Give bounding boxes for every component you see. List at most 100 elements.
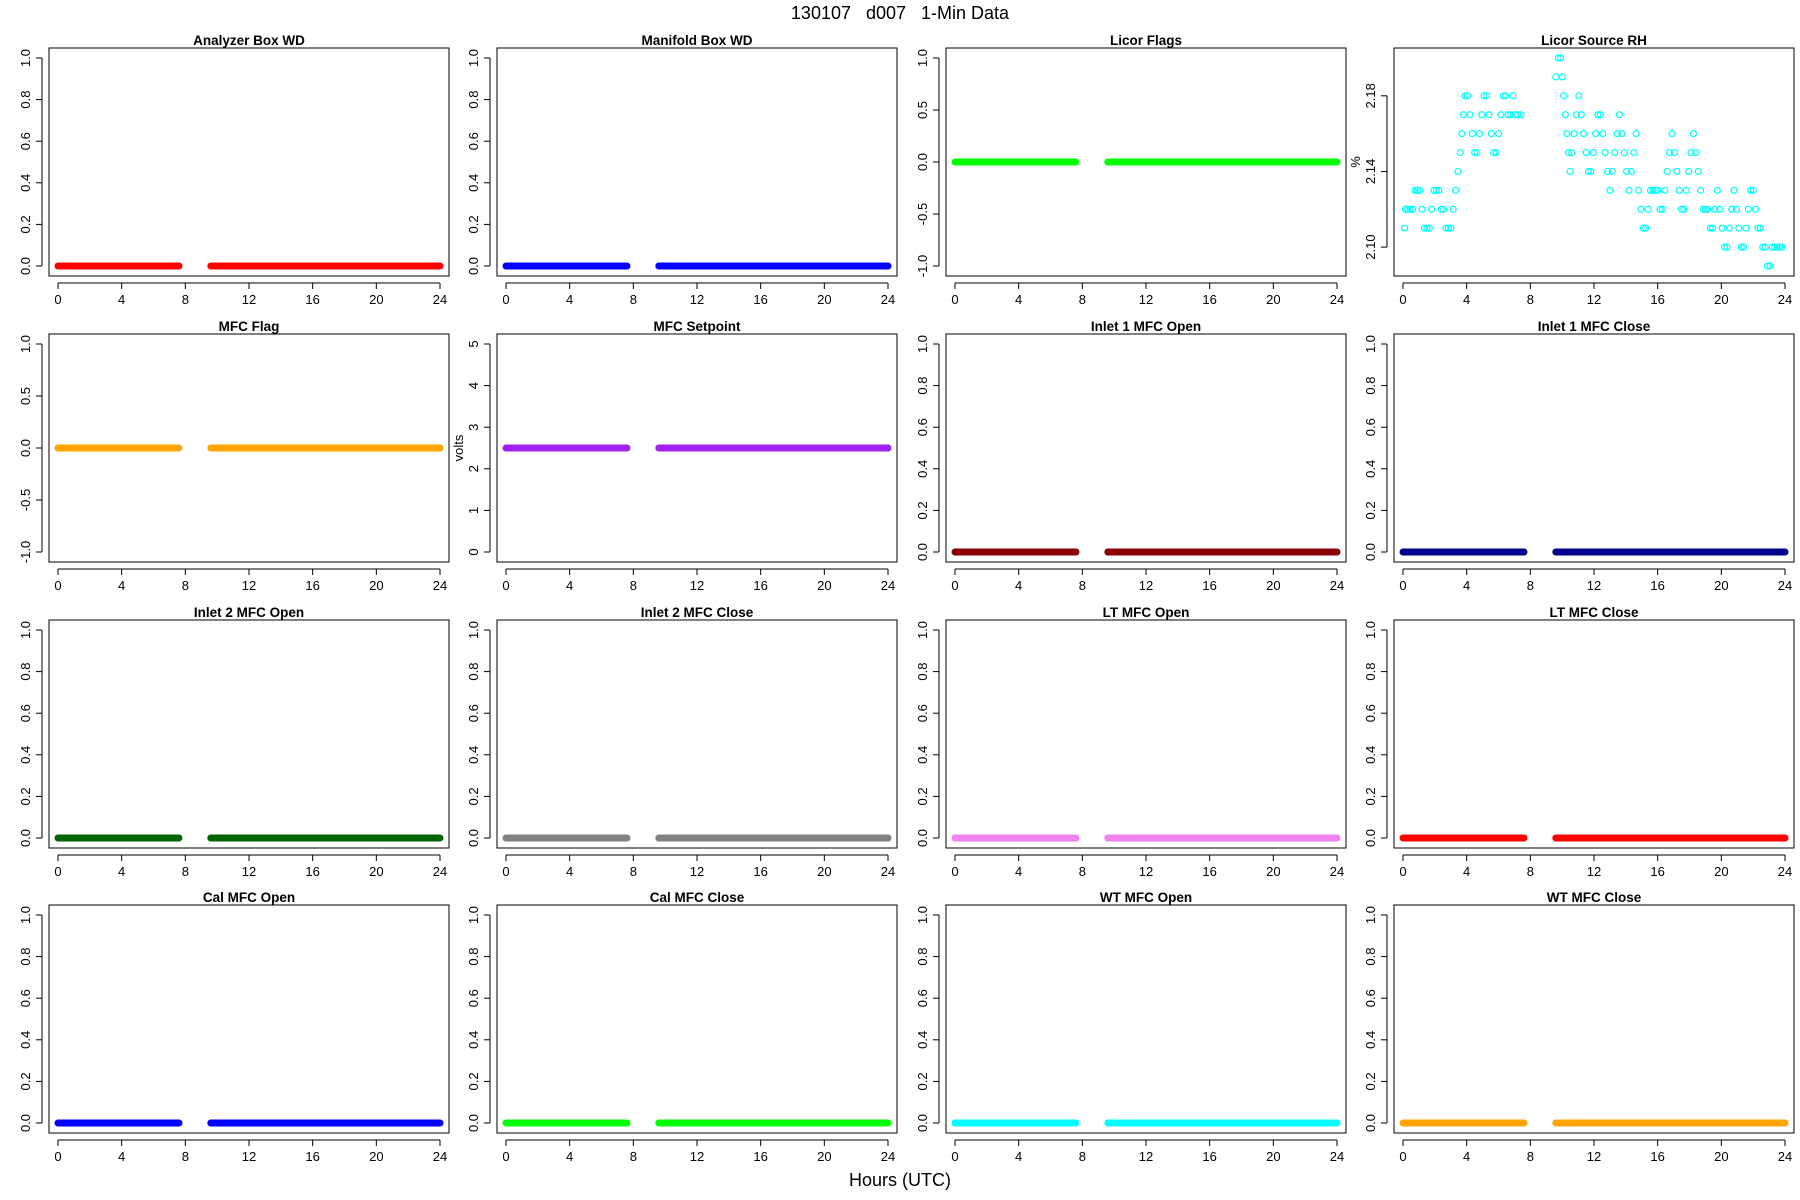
panel-title: Inlet 2 MFC Open — [194, 605, 304, 620]
data-point — [1596, 111, 1604, 119]
data-point — [1570, 130, 1578, 138]
panel-title: MFC Setpoint — [654, 319, 741, 334]
data-point — [1494, 130, 1503, 138]
y-tick-label: 3 — [466, 424, 481, 431]
y-tick-label: 1.0 — [466, 49, 481, 67]
data-point — [1444, 224, 1452, 232]
data-point — [1564, 148, 1573, 157]
data-point — [1677, 205, 1686, 213]
plot-box — [496, 619, 898, 849]
data-point — [1563, 130, 1571, 138]
y-tick-label: 0.4 — [466, 174, 481, 192]
x-tick-label: 4 — [566, 292, 573, 307]
x-tick-label: 16 — [1650, 292, 1664, 307]
data-point — [1692, 148, 1700, 157]
plot-box — [48, 47, 450, 277]
data-point — [1761, 243, 1769, 251]
data-point — [1644, 205, 1652, 213]
data-point — [1685, 167, 1693, 176]
y-tick-label: 0.4 — [915, 746, 930, 764]
x-tick-label: 0 — [1399, 578, 1406, 593]
x-tick-label: 4 — [1463, 864, 1470, 879]
data-point — [1654, 186, 1662, 194]
y-tick-label: 0.6 — [18, 989, 33, 1007]
data-point — [1775, 243, 1784, 251]
x-tick-label: 0 — [54, 578, 61, 593]
y-tick-label: 1.0 — [1363, 621, 1378, 639]
x-axis-label: Hours (UTC) — [849, 1170, 951, 1190]
data-point — [1408, 205, 1417, 213]
data-point — [1461, 92, 1469, 100]
data-point — [1451, 186, 1460, 194]
data-point — [1651, 186, 1659, 194]
x-tick-label: 16 — [753, 864, 767, 879]
data-point — [1623, 167, 1631, 176]
data-point — [1773, 243, 1781, 251]
x-tick-label: 0 — [502, 292, 509, 307]
panel: LT MFC Open 0 4 8 12 16 20 24 0.0 0.2 0.4 0.6 0.8 1.0 — [915, 605, 1347, 879]
data-point — [1668, 130, 1676, 138]
x-tick-label: 8 — [1527, 864, 1534, 879]
data-point — [1618, 130, 1626, 138]
data-point — [1509, 92, 1517, 100]
data-point — [1711, 205, 1719, 213]
data-point — [1682, 186, 1690, 194]
panel: Inlet 2 MFC Open 0 4 8 12 16 20 24 0.0 0.2 0.4 0.6 0… — [18, 605, 450, 879]
data-point — [1763, 262, 1772, 270]
y-tick-label: 0.6 — [18, 704, 33, 722]
x-tick-label: 20 — [369, 578, 383, 593]
data-point — [1778, 243, 1786, 251]
x-tick-label: 0 — [54, 292, 61, 307]
data-point — [1506, 111, 1515, 119]
panel: Manifold Box WD 0 4 8 12 16 20 24 0.0 0.2 0.4 0.6 0.… — [466, 33, 898, 307]
data-point — [1566, 167, 1574, 176]
data-point — [1615, 111, 1624, 119]
y-tick-label: 0.4 — [1363, 1031, 1378, 1049]
plot-box — [48, 333, 450, 563]
panel-title: LT MFC Close — [1550, 605, 1639, 620]
panel-title: Cal MFC Open — [203, 890, 295, 905]
panel-title: Licor Source RH — [1541, 33, 1647, 48]
data-point — [1485, 111, 1493, 119]
x-tick-label: 20 — [1266, 864, 1280, 879]
panel: WT MFC Close 0 4 8 12 16 20 24 0.0 0.2 0.4 0.6 0.8 1.… — [1363, 890, 1795, 1164]
data-point — [1517, 111, 1525, 119]
y-tick-label: 2.14 — [1363, 159, 1378, 184]
plot-box — [496, 904, 898, 1134]
x-tick-label: 12 — [1139, 1149, 1153, 1164]
data-point — [1723, 243, 1731, 251]
y-tick-label: 0.0 — [18, 257, 33, 275]
data-point — [1591, 130, 1600, 138]
panel-title: MFC Flag — [219, 319, 280, 334]
y-tick-label: -1.0 — [18, 541, 33, 563]
x-tick-label: 24 — [1330, 292, 1344, 307]
y-tick-label: 4 — [466, 382, 481, 389]
x-tick-label: 4 — [118, 578, 125, 593]
y-tick-label: 0.4 — [18, 1031, 33, 1049]
data-point — [1480, 92, 1488, 100]
data-point — [1404, 205, 1412, 213]
data-point — [1606, 186, 1614, 194]
data-point — [1463, 92, 1472, 100]
panel: Cal MFC Close 0 4 8 12 16 20 24 0.0 0.2 0.4 0.6 0.8 1… — [466, 890, 898, 1164]
data-point — [1661, 186, 1669, 194]
x-tick-label: 24 — [433, 864, 447, 879]
y-tick-label: 0.8 — [466, 663, 481, 681]
data-point — [1735, 224, 1743, 232]
y-tick-label: 0.2 — [466, 1072, 481, 1090]
x-tick-label: 20 — [369, 864, 383, 879]
panel-title: LT MFC Open — [1103, 605, 1190, 620]
plot-box — [496, 333, 898, 563]
panel-title: Analyzer Box WD — [193, 33, 305, 48]
panel-title: WT MFC Close — [1547, 890, 1642, 905]
page-title: 130107 d007 1-Min Data — [790, 3, 1010, 23]
x-tick-label: 12 — [690, 578, 704, 593]
y-tick-label: 0.8 — [1363, 948, 1378, 966]
data-point — [1747, 186, 1755, 194]
data-point — [1666, 148, 1674, 157]
y-tick-label: 0.6 — [915, 989, 930, 1007]
data-point — [1649, 186, 1657, 194]
y-tick-label: 0.8 — [18, 91, 33, 109]
x-tick-label: 8 — [1079, 292, 1086, 307]
